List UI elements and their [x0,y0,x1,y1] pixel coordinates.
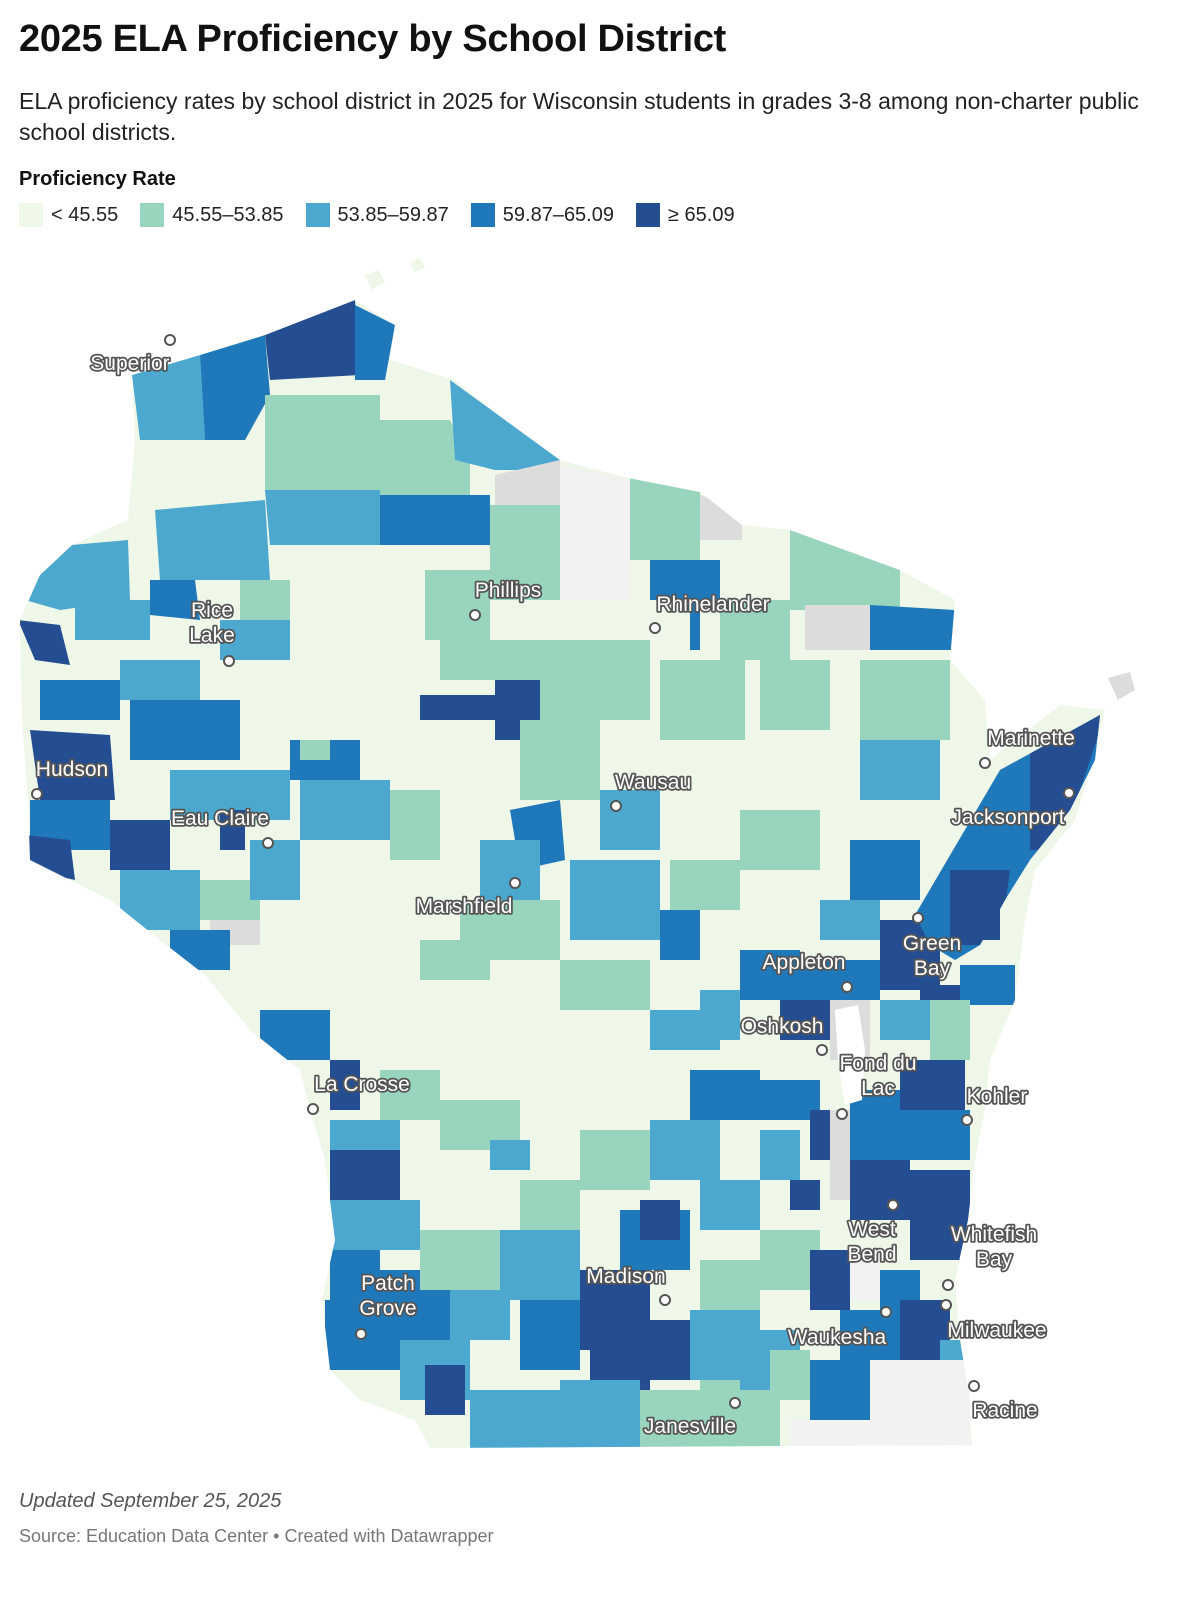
city-whitefish-bay[interactable]: Whitefish Bay [942,1221,1039,1291]
city-hudson[interactable]: Hudson [31,756,110,800]
city-jacksonport[interactable]: Jacksonport [950,787,1075,831]
source-credit: Source: Education Data Center • Created … [19,1526,494,1546]
city-label: Racine [972,1399,1037,1422]
city-la-crosse[interactable]: La Crosse [307,1071,412,1115]
city-eau-claire[interactable]: Eau Claire [169,805,274,849]
city-marinette[interactable]: Marinette [979,725,1077,769]
city-label: Waukesha [788,1326,887,1349]
city-label: Wausau [615,771,691,794]
city-label: Fond du Lac [839,1052,916,1100]
legend-label-1: < 45.55 [51,203,119,226]
city-label: Green Bay [903,932,961,980]
city-label: Marinette [987,727,1075,750]
city-label: Appleton [763,951,846,974]
legend-label-4: 59.87–65.09 [502,203,614,226]
city-markers: Superior Rice Lake Phillips Rhinelander H… [31,334,1077,1440]
city-wausau[interactable]: Wausau [610,769,693,812]
city-oshkosh[interactable]: Oshkosh [739,1013,828,1056]
city-label: Oshkosh [741,1015,824,1038]
apostle-islands [365,258,1135,700]
city-green-bay[interactable]: Green Bay [901,912,963,982]
legend-item-3: 53.85–59.87 [305,203,449,227]
legend-item-4: 59.87–65.09 [470,203,614,227]
legend-swatch-3 [305,203,330,227]
legend-item-1: < 45.55 [19,203,118,227]
city-west-bend[interactable]: West Bend [846,1199,899,1268]
city-superior[interactable]: Superior [89,334,176,377]
city-racine[interactable]: Racine [968,1380,1039,1424]
city-label: Whitefish Bay [951,1223,1037,1271]
city-label: West Bend [847,1218,896,1266]
chart-title: 2025 ELA Proficiency by School District [19,18,727,60]
city-rice-lake[interactable]: Rice Lake [187,597,237,667]
city-label: Janesville [644,1415,736,1438]
lake-winnebago [835,1005,865,1105]
legend-swatch-5 [636,203,660,227]
city-label: La Crosse [314,1073,410,1096]
city-label: Milwaukee [947,1319,1046,1342]
city-label: Phillips [475,579,542,602]
city-patch-grove[interactable]: Patch Grove [355,1270,418,1340]
city-label: Superior [90,352,169,375]
city-label: Marshfield [416,895,513,918]
legend-label-3: 53.85–59.87 [337,203,449,226]
city-rhinelander[interactable]: Rhinelander [649,591,771,634]
city-janesville[interactable]: Janesville [642,1397,741,1440]
legend-swatch-4 [470,203,495,227]
legend-item-5: ≥ 65.09 [636,203,735,227]
city-phillips[interactable]: Phillips [469,577,543,621]
city-madison[interactable]: Madison [585,1263,671,1306]
legend-label-2: 45.55–53.85 [172,203,284,226]
city-waukesha[interactable]: Waukesha [786,1306,892,1351]
legend-title: Proficiency Rate [19,168,176,190]
legend-swatch-2 [140,203,165,227]
updated-date: Updated September 25, 2025 [19,1490,282,1512]
chart-subtitle: ELA proficiency rates by school district… [19,88,1139,145]
legend: < 45.55 45.55–53.85 53.85–59.87 59.87–65… [19,203,757,227]
city-appleton[interactable]: Appleton [761,949,853,993]
city-label: Jacksonport [951,806,1064,829]
city-label: Kohler [967,1085,1028,1108]
city-label: Rhinelander [656,593,769,616]
city-label: Patch Grove [359,1272,416,1320]
city-label: Eau Claire [171,807,269,830]
city-fond-du-lac[interactable]: Fond du Lac [836,1050,918,1120]
city-label: Hudson [36,758,108,781]
legend-swatch-1 [19,203,43,227]
legend-label-5: ≥ 65.09 [668,203,735,226]
city-label: Rice Lake [189,599,235,647]
legend-item-2: 45.55–53.85 [140,203,284,227]
city-label: Madison [586,1265,665,1288]
wisconsin-district-map: Superior Rice Lake Phillips Rhinelander H… [20,258,1135,1448]
city-milwaukee[interactable]: Milwaukee [940,1299,1048,1344]
city-marshfield[interactable]: Marshfield [414,877,521,920]
city-kohler[interactable]: Kohler [961,1083,1029,1126]
